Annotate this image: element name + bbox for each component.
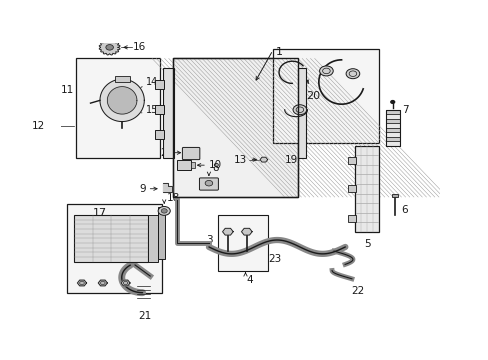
Polygon shape xyxy=(77,280,86,286)
Text: 4: 4 xyxy=(246,275,253,285)
Bar xyxy=(385,132,399,137)
Polygon shape xyxy=(121,280,130,286)
Polygon shape xyxy=(107,87,137,114)
Bar xyxy=(177,161,190,170)
Bar xyxy=(385,123,399,128)
Text: 3: 3 xyxy=(205,235,212,245)
Text: 16: 16 xyxy=(133,42,146,52)
FancyBboxPatch shape xyxy=(182,148,200,159)
Text: 22: 22 xyxy=(350,286,364,296)
Bar xyxy=(391,194,398,197)
Text: 1: 1 xyxy=(275,48,282,57)
Circle shape xyxy=(158,207,170,215)
Bar xyxy=(347,215,355,222)
Text: 23: 23 xyxy=(268,254,281,264)
Bar xyxy=(148,215,158,262)
Text: 6: 6 xyxy=(400,204,407,215)
Polygon shape xyxy=(222,228,233,235)
Bar xyxy=(67,204,161,293)
Text: 11: 11 xyxy=(61,85,74,95)
Text: 9: 9 xyxy=(139,184,145,194)
Bar xyxy=(114,76,129,82)
Circle shape xyxy=(205,180,212,186)
Bar xyxy=(173,58,297,197)
Bar xyxy=(154,130,163,139)
Bar xyxy=(218,215,267,270)
Circle shape xyxy=(292,105,306,115)
Bar xyxy=(163,68,174,158)
Circle shape xyxy=(390,100,394,103)
Text: 17: 17 xyxy=(93,208,107,218)
Text: 12: 12 xyxy=(32,121,45,131)
Text: 2: 2 xyxy=(160,148,167,158)
Text: 10: 10 xyxy=(208,160,222,170)
Bar xyxy=(347,157,355,164)
Bar xyxy=(385,128,399,132)
Polygon shape xyxy=(163,183,172,192)
Text: 15: 15 xyxy=(146,105,159,115)
Polygon shape xyxy=(99,40,120,55)
Bar xyxy=(158,207,164,259)
Bar xyxy=(385,114,399,119)
Bar xyxy=(76,58,159,158)
Circle shape xyxy=(319,66,332,76)
Bar xyxy=(385,110,399,146)
Circle shape xyxy=(49,124,54,128)
FancyBboxPatch shape xyxy=(199,178,218,190)
Bar xyxy=(173,58,297,197)
Polygon shape xyxy=(241,228,252,235)
Polygon shape xyxy=(260,157,267,162)
Bar xyxy=(354,146,379,232)
Bar xyxy=(190,162,194,168)
Bar xyxy=(385,137,399,141)
Polygon shape xyxy=(100,79,144,122)
Text: 13: 13 xyxy=(233,155,246,165)
Text: 7: 7 xyxy=(401,105,408,115)
Bar xyxy=(273,49,379,143)
Circle shape xyxy=(346,69,359,79)
Text: 21: 21 xyxy=(138,311,151,321)
Text: 18: 18 xyxy=(167,193,180,203)
Bar xyxy=(385,141,399,146)
Bar xyxy=(385,119,399,123)
Text: 20: 20 xyxy=(306,91,320,101)
Text: 5: 5 xyxy=(363,239,370,249)
Text: 19: 19 xyxy=(284,155,297,165)
Bar xyxy=(385,110,399,114)
Bar xyxy=(297,68,305,158)
Circle shape xyxy=(161,209,167,213)
Circle shape xyxy=(105,45,113,50)
Text: 8: 8 xyxy=(211,163,218,173)
Polygon shape xyxy=(98,280,107,286)
Bar xyxy=(154,105,163,114)
Bar xyxy=(347,185,355,192)
Text: 14: 14 xyxy=(146,77,158,87)
Bar xyxy=(154,80,163,89)
Bar xyxy=(74,215,148,262)
Polygon shape xyxy=(46,123,57,130)
